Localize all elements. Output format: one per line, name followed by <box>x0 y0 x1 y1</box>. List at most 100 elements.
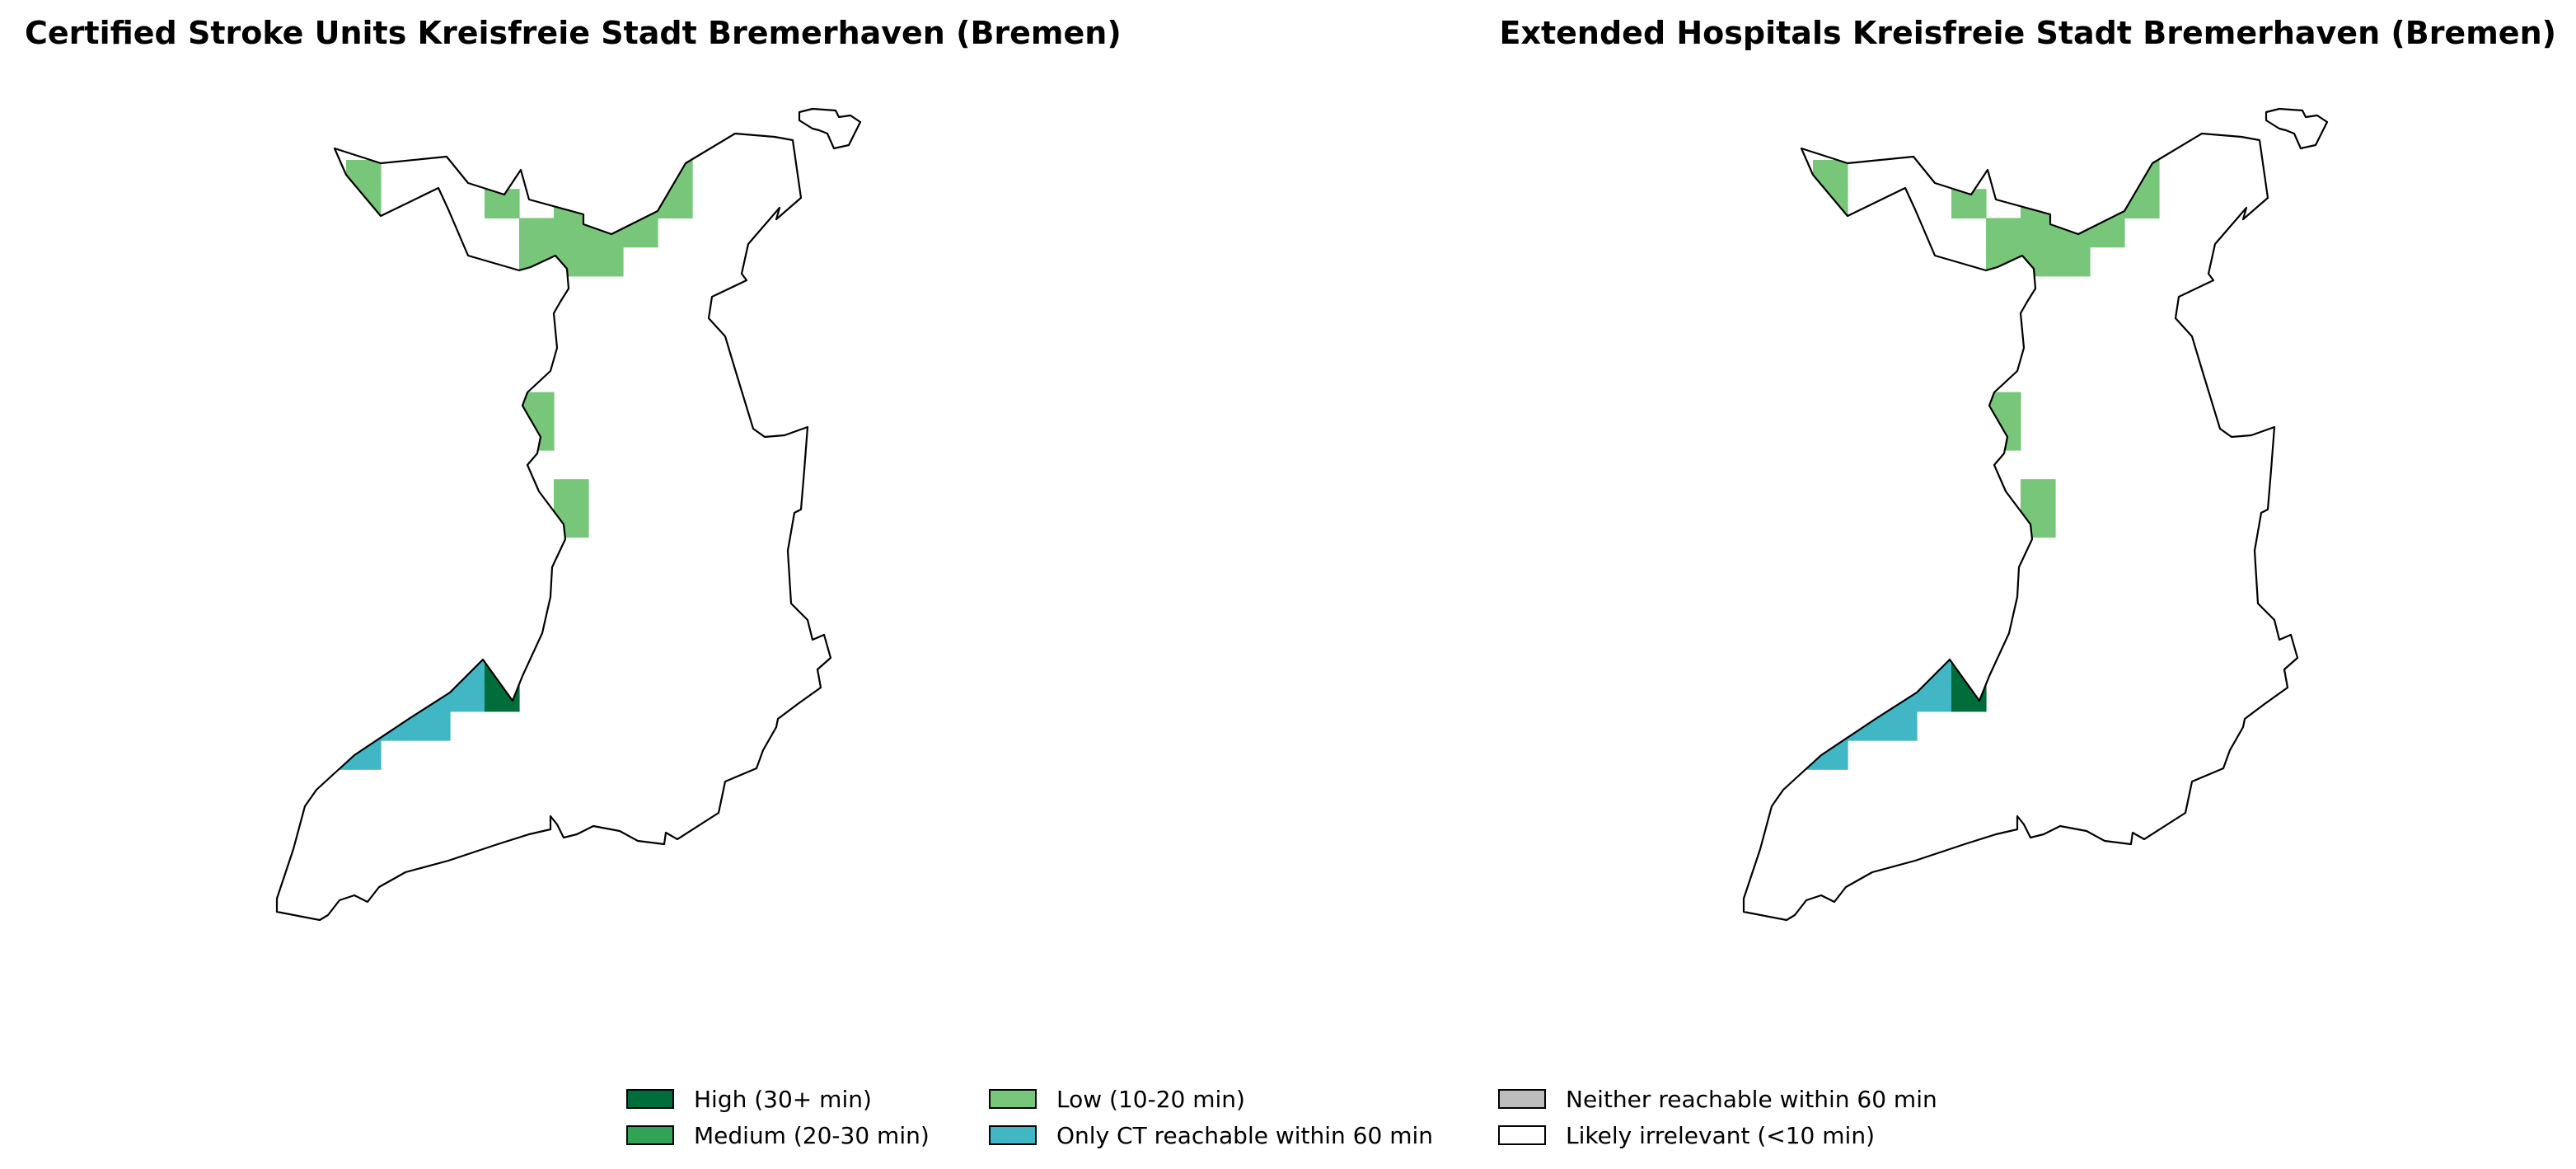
grid-cell-low <box>554 160 589 190</box>
grid-cell-low <box>2021 508 2056 538</box>
grid-cell-neither <box>1882 566 1918 596</box>
grid-cell-ct-only <box>346 653 382 683</box>
grid-cell-ct-only <box>1882 682 1918 712</box>
grid-cell-ct-only <box>381 653 416 683</box>
map-title-extended-hospitals: Extended Hospitals Kreisfreie Stadt Brem… <box>1499 15 2556 51</box>
grid-cell-low <box>623 160 658 190</box>
grid-cell-ct-only <box>1813 682 1848 712</box>
grid-cell-low <box>519 392 555 422</box>
legend-item-ct-only: Only CT reachable within 60 min <box>989 1118 1433 1153</box>
grid-cell-ct-only <box>1778 682 1814 712</box>
legend-label-ct-only: Only CT reachable within 60 min <box>1056 1121 1434 1149</box>
grid-cell-low <box>1848 624 1883 654</box>
grid-cell-low <box>519 420 555 451</box>
grid-cell-low <box>554 508 589 538</box>
grid-cell-low <box>1986 392 2021 422</box>
grid-cell-ct-only <box>1778 711 1814 741</box>
grid-cell-ct-only <box>381 682 416 712</box>
legend-swatch-low <box>989 1089 1037 1109</box>
legend-item-high: High (30+ min) <box>626 1082 872 1116</box>
grid-cell-neither <box>415 566 451 596</box>
grid-cell-ct-only <box>1813 740 1848 770</box>
grid-cell-ct-only <box>450 595 485 625</box>
grid-cell-low <box>1986 420 2021 451</box>
legend-swatch-irrelevant <box>1498 1125 1546 1145</box>
grid-cell-ct-only <box>1848 682 1883 712</box>
grid-cell-low <box>381 595 416 625</box>
grid-cell-ct-only <box>311 682 347 712</box>
legend-label-high: High (30+ min) <box>694 1085 872 1113</box>
grid-cell-low <box>519 246 555 277</box>
legend-label-low: Low (10-20 min) <box>1056 1085 1245 1113</box>
grid-cell-ct-only <box>415 653 451 683</box>
grid-cell-ct-only <box>1917 450 1952 480</box>
grid-cell-neither <box>277 653 312 683</box>
grid-cell-low <box>1778 189 1814 218</box>
grid-cell-ct-only <box>311 711 347 741</box>
legend-label-medium: Medium (20-30 min) <box>694 1121 930 1149</box>
district-boundary <box>275 132 832 922</box>
grid-cell-low <box>1917 479 1952 509</box>
grid-cell-low <box>2124 160 2160 190</box>
grid-cell-ct-only <box>1917 595 1952 625</box>
grid-cell-low <box>2055 160 2091 190</box>
grid-cell-low <box>554 479 589 509</box>
grid-cell-neither <box>277 682 312 712</box>
legend-swatch-high <box>626 1089 674 1109</box>
grid-cell-low <box>381 624 416 654</box>
grid-cell-ct-only <box>1813 653 1848 683</box>
grid-cell-low <box>346 160 382 190</box>
grid-cell-ct-only <box>1778 653 1814 683</box>
district-island-boundary <box>2265 107 2329 150</box>
grid-cell-low <box>1848 595 1883 625</box>
grid-cell-neither <box>1813 624 1848 654</box>
grid-cell-low <box>2055 189 2091 218</box>
grid-cell-low <box>2055 246 2091 277</box>
grid-cell-ct-only <box>346 682 382 712</box>
legend-item-neither: Neither reachable within 60 min <box>1498 1082 1937 1116</box>
grid-cell-ct-only <box>1882 595 1918 625</box>
grid-cell-low <box>1986 246 2021 277</box>
grid-cell-low <box>1813 189 1848 218</box>
grid-cell-low <box>554 246 589 277</box>
grid-cell-neither <box>346 595 382 625</box>
grid-cell-ct-only <box>1917 653 1952 683</box>
grid-cell-low <box>588 246 624 277</box>
grid-cell-neither <box>277 711 278 741</box>
grid-cell-neither <box>277 740 278 770</box>
grid-cell-ct-only <box>1917 624 1952 654</box>
legend-item-medium: Medium (20-30 min) <box>626 1118 930 1153</box>
legend-swatch-ct-only <box>989 1125 1037 1145</box>
grid-cell-ct-only <box>311 653 347 683</box>
grid-cell-ct-only <box>346 711 382 741</box>
grid-cell-high <box>277 740 312 770</box>
grid-cell-neither <box>346 624 382 654</box>
map-stroke-units <box>275 107 862 922</box>
grid-cell-ct-only <box>1778 740 1814 770</box>
grid-cell-ct-only <box>415 682 451 712</box>
reachability-grid <box>1744 160 2160 770</box>
grid-cell-ct-only <box>1813 711 1848 741</box>
grid-cell-ct-only <box>415 595 451 625</box>
map-extended-hospitals <box>1742 107 2329 922</box>
legend: High (30+ min) Medium (20-30 min) Low (1… <box>626 1082 1978 1164</box>
grid-cell-low <box>2090 160 2125 190</box>
grid-cell-ct-only <box>1882 711 1918 741</box>
grid-cell-ct-only <box>415 711 451 741</box>
grid-cell-low <box>2021 479 2056 509</box>
grid-cell-neither <box>415 537 451 567</box>
grid-cell-neither <box>1882 537 1918 567</box>
grid-cell-ct-only <box>450 624 485 654</box>
district-boundary <box>1742 132 2299 922</box>
grid-cell-neither <box>1744 653 1779 683</box>
map-title-stroke-units: Certified Stroke Units Kreisfreie Stadt … <box>25 15 1122 51</box>
grid-cell-low <box>519 218 555 248</box>
reachability-grid <box>277 160 693 770</box>
grid-cell-low <box>2021 246 2056 277</box>
grid-cell-low <box>588 160 624 190</box>
grid-cell-ct-only <box>450 450 485 480</box>
grid-cell-low <box>588 189 624 218</box>
grid-cell-high <box>1744 711 1779 741</box>
grid-cell-ct-only <box>415 624 451 654</box>
grid-cell-ct-only <box>450 653 485 683</box>
